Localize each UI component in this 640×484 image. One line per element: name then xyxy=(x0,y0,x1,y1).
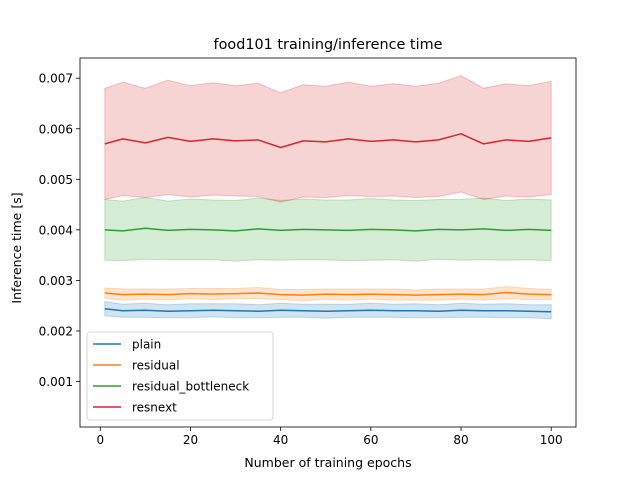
y-tick-label: 0.005 xyxy=(39,173,73,187)
legend-label-residual: residual xyxy=(132,359,180,373)
chart-title: food101 training/inference time xyxy=(214,37,443,53)
y-tick-label: 0.002 xyxy=(39,324,73,338)
y-tick-label: 0.001 xyxy=(39,375,73,389)
band-layer xyxy=(105,76,551,319)
x-tick-label: 60 xyxy=(363,433,378,447)
y-tick-label: 0.006 xyxy=(39,122,73,136)
y-axis-label: Inference time [s] xyxy=(9,192,24,303)
y-tick-label: 0.003 xyxy=(39,274,73,288)
legend-label-plain: plain xyxy=(132,338,161,352)
x-tick-label: 0 xyxy=(96,433,104,447)
legend-label-residual_bottleneck: residual_bottleneck xyxy=(132,380,249,394)
x-tick-label: 20 xyxy=(183,433,198,447)
band-resnext xyxy=(105,76,551,202)
x-tick-label: 100 xyxy=(540,433,563,447)
x-tick-label: 80 xyxy=(453,433,468,447)
y-tick-label: 0.007 xyxy=(39,72,73,86)
y-tick-label: 0.004 xyxy=(39,223,73,237)
x-axis-label: Number of training epochs xyxy=(244,455,411,470)
x-tick-label: 40 xyxy=(273,433,288,447)
legend-label-resnext: resnext xyxy=(132,401,177,415)
